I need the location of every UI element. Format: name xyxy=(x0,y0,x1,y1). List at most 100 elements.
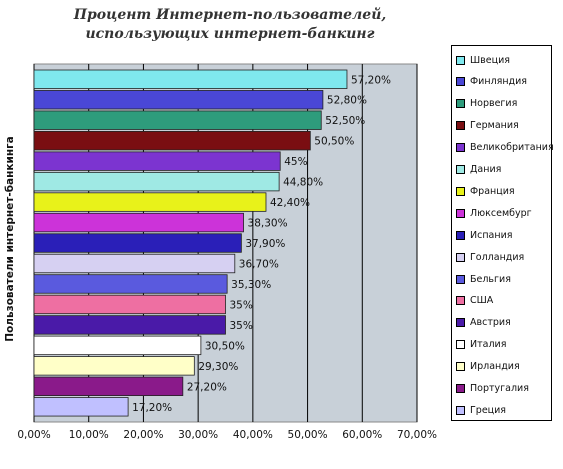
value-label-6: 42,40% xyxy=(270,197,310,209)
legend-swatch xyxy=(456,296,465,306)
legend-label: Люксембург xyxy=(470,207,532,219)
bar-12 xyxy=(33,315,226,335)
legend-item: Франция xyxy=(456,184,515,198)
legend-swatch xyxy=(456,384,465,393)
x-axis: 0,00% 10,00% 20,00% 30,00% 40,00% 50,00% 60,00… xyxy=(17,429,437,441)
value-label-0: 57,20% xyxy=(351,74,391,86)
bar-8 xyxy=(33,233,242,253)
legend-label: Норвегия xyxy=(470,98,518,110)
legend-label: Великобритания xyxy=(470,142,554,154)
value-label-16: 17,20% xyxy=(132,402,172,414)
x-tick-label: 10,00% xyxy=(69,429,109,441)
value-labels: 57,20% 52,80% 52,50% 50,50% 45% 44,80% 42,40% 3… xyxy=(132,74,391,414)
legend-item: США xyxy=(456,294,493,308)
value-label-9: 36,70% xyxy=(239,259,279,271)
value-label-13: 30,50% xyxy=(205,340,245,352)
legend-swatch xyxy=(456,143,465,153)
bar-13 xyxy=(33,335,202,356)
x-tick-label: 0,00% xyxy=(17,429,50,441)
legend-item: Греция xyxy=(456,403,506,417)
bar-7 xyxy=(33,212,244,233)
legend-item: Великобритания xyxy=(456,141,554,155)
bar-11 xyxy=(33,294,226,315)
value-label-1: 52,80% xyxy=(327,95,367,107)
x-tick-label: 60,00% xyxy=(342,429,382,441)
legend-swatch xyxy=(456,318,465,328)
legend-label: Португалия xyxy=(470,383,529,394)
bar-2 xyxy=(33,110,322,130)
value-label-11: 35% xyxy=(230,299,253,311)
legend-label: Ирландия xyxy=(470,361,520,373)
legend-swatch xyxy=(456,99,465,109)
value-label-3: 50,50% xyxy=(314,136,354,148)
legend-label: Франция xyxy=(470,185,515,197)
legend-item: Германия xyxy=(456,119,519,133)
legend-swatch xyxy=(456,230,465,240)
legend-item: Голландия xyxy=(456,250,524,264)
legend: Швеция Финляндия Норвегия Германия Великобри… xyxy=(451,45,554,421)
legend-label: Дания xyxy=(470,164,502,175)
legend-label: Финляндия xyxy=(470,76,528,88)
legend-label: Швеция xyxy=(470,54,510,66)
x-tick-label: 30,00% xyxy=(178,429,218,441)
legend-label: Германия xyxy=(470,120,519,132)
legend-label: Греция xyxy=(470,404,507,416)
value-label-2: 52,50% xyxy=(325,115,365,127)
legend-swatch xyxy=(456,208,465,218)
value-label-7: 38,30% xyxy=(248,218,288,230)
legend-item: Люксембург xyxy=(456,206,532,220)
legend-label: Бельгия xyxy=(470,273,511,285)
legend-item: Португалия xyxy=(456,382,529,396)
bar-1 xyxy=(33,90,324,110)
x-tick-label: 40,00% xyxy=(233,429,273,441)
legend-item: Австрия xyxy=(456,316,511,330)
legend-label: США xyxy=(470,295,494,307)
value-label-12: 35% xyxy=(230,320,253,332)
legend-swatch xyxy=(456,252,465,262)
bar-3 xyxy=(33,131,311,151)
legend-swatch xyxy=(456,340,465,350)
legend-swatch xyxy=(456,55,465,65)
legend-item: Испания xyxy=(456,228,512,242)
bars xyxy=(33,69,348,417)
value-label-14: 29,30% xyxy=(198,361,238,373)
legend-label: Голландия xyxy=(470,251,525,263)
value-label-8: 37,90% xyxy=(245,238,285,250)
legend-label: Австрия xyxy=(470,317,511,329)
legend-swatch xyxy=(456,186,465,196)
bar-14 xyxy=(33,356,195,376)
legend-item: Норвегия xyxy=(456,97,517,111)
bar-10 xyxy=(33,274,228,294)
x-tick-label: 70,00% xyxy=(397,429,437,441)
bar-5 xyxy=(33,171,280,192)
legend-item: Ирландия xyxy=(456,360,520,374)
legend-item: Швеция xyxy=(456,53,510,67)
bar-6 xyxy=(33,192,267,212)
legend-label: Испания xyxy=(470,229,513,241)
bar-16 xyxy=(33,397,129,417)
x-tick-label: 20,00% xyxy=(123,429,163,441)
value-label-15: 27,20% xyxy=(187,381,227,393)
value-label-10: 35,30% xyxy=(231,279,271,291)
legend-label: Италия xyxy=(470,339,507,351)
legend-item: Италия xyxy=(456,338,506,352)
legend-item: Финляндия xyxy=(456,75,527,89)
chart-title: Процент Интернет-пользователей, использу… xyxy=(73,7,387,42)
legend-swatch xyxy=(456,77,465,87)
legend-swatch xyxy=(456,121,465,131)
bar-9 xyxy=(33,253,236,274)
bar-15 xyxy=(33,376,184,396)
x-tick-label: 50,00% xyxy=(288,429,328,441)
value-label-5: 44,80% xyxy=(283,177,323,189)
bar-0 xyxy=(33,69,348,89)
legend-item: Бельгия xyxy=(456,272,511,286)
legend-item: Дания xyxy=(456,163,501,177)
legend-swatch xyxy=(456,362,465,372)
legend-swatch xyxy=(456,165,465,174)
legend-swatch xyxy=(456,274,465,284)
bar-4 xyxy=(33,151,281,171)
legend-swatch xyxy=(456,405,465,415)
value-label-4: 45% xyxy=(284,156,307,168)
